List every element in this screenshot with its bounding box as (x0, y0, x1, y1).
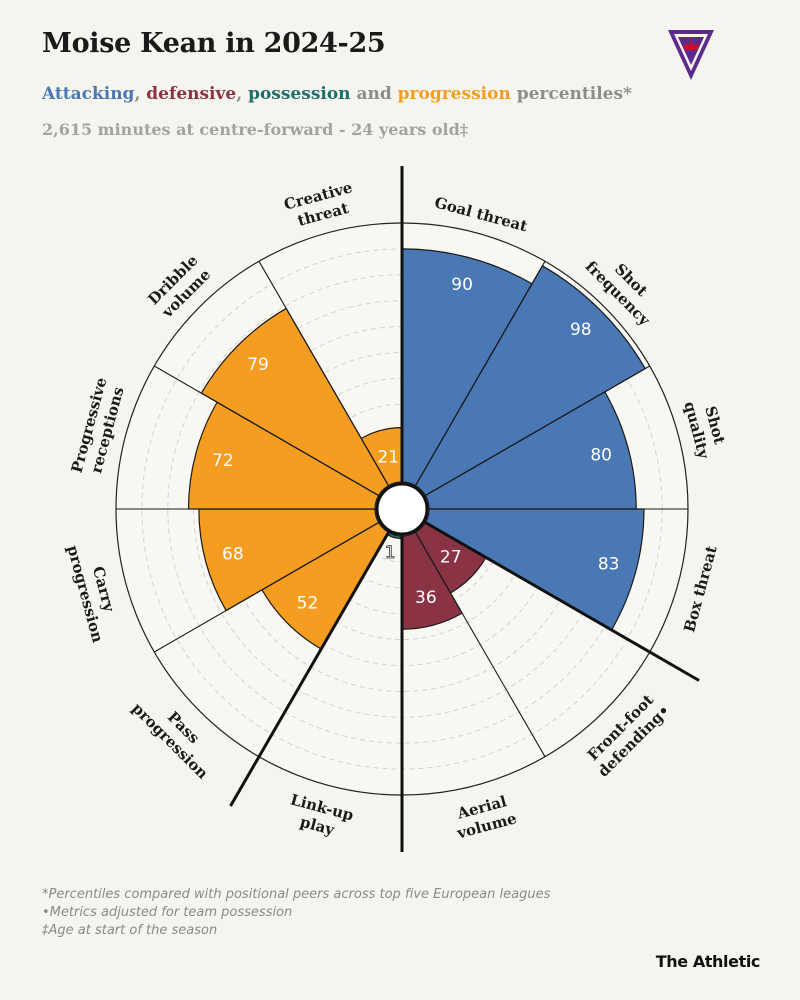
subtitle-part-0: Attacking (42, 84, 135, 104)
group-axis (424, 521, 700, 682)
value-label: 90 (451, 275, 473, 295)
footnote-age: ‡Age at start of the season (42, 923, 218, 938)
category-label-line: Box threat (680, 544, 720, 634)
value-label: 72 (212, 451, 234, 471)
wedge-box-threat (424, 508, 645, 631)
subtitle-part-3: , (236, 84, 249, 104)
subtitle-part-4: possession (248, 84, 351, 104)
value-label: 79 (247, 355, 269, 375)
subtitle-part-2: defensive (146, 84, 237, 104)
category-label-line: progression (128, 699, 211, 782)
radar-center (375, 482, 429, 536)
subtitle-part-1: , (134, 84, 147, 104)
subtitle-part-5: and (350, 84, 398, 104)
subtitle-part-7: percentiles* (510, 84, 632, 104)
value-label: 27 (440, 548, 462, 568)
wedge-shot-quality (424, 391, 637, 510)
value-label: 68 (222, 544, 244, 564)
sector-divider (415, 261, 546, 486)
sector-divider (154, 365, 379, 496)
value-label: 36 (415, 588, 437, 608)
value-label: 52 (297, 594, 319, 614)
sector-divider (415, 532, 546, 757)
value-label: 21 (377, 447, 399, 467)
value-label: 1 (385, 543, 396, 563)
category-label: Box threat (680, 544, 720, 634)
subtitle-part-6: progression (397, 84, 511, 104)
minutes-info: 2,615 minutes at centre-forward - 24 yea… (42, 120, 469, 139)
fiorentina-crest-icon (668, 30, 714, 80)
wedge-dribble-volume (200, 307, 390, 497)
sector-divider (154, 522, 379, 653)
footnote-possession: •Metrics adjusted for team possession (42, 905, 293, 920)
wedge-carry-progression (198, 508, 380, 612)
footnote-percentiles: *Percentiles compared with positional pe… (42, 887, 551, 902)
page-title: Moise Kean in 2024-25 (42, 28, 386, 59)
wedge-aerial-volume (401, 531, 463, 630)
value-label: 83 (598, 554, 620, 574)
footnotes: *Percentiles compared with positional pe… (42, 886, 550, 940)
wedge-goal-threat (401, 248, 533, 487)
wedge-progressive-receptions (187, 401, 380, 510)
wedge-pass-progression (261, 521, 390, 650)
value-label: 80 (590, 446, 612, 466)
sector-divider (258, 261, 389, 486)
sector-divider (425, 365, 650, 496)
brand-logo: The Athletic (655, 952, 761, 971)
wedge-front-foot-defending- (414, 521, 487, 594)
value-label: 98 (570, 320, 592, 340)
subtitle: Attacking, defensive, possession and pro… (42, 84, 632, 104)
wedge-shot-frequency (414, 264, 647, 497)
group-axis (229, 531, 390, 807)
